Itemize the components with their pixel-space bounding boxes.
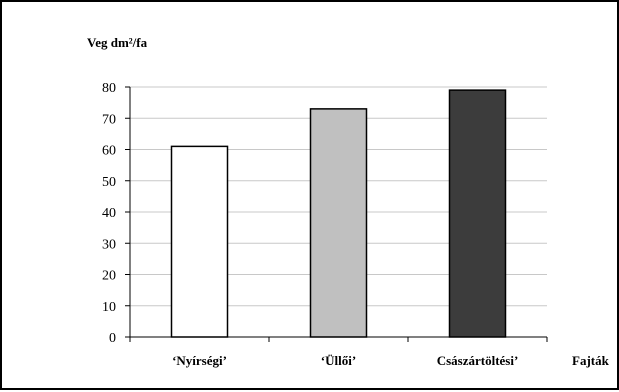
y-tick-label: 20 [102,269,116,284]
y-tick-label: 0 [109,331,116,346]
x-axis-title: Fajták [572,353,610,368]
bar [309,108,368,338]
x-tick-marks [129,337,548,342]
x-tick-label: Császártöltési’ [437,353,519,368]
y-axis-title: Veg dm²/fa [87,35,148,50]
bar [448,89,507,338]
y-tick-label: 80 [102,81,116,96]
y-axis [125,86,131,338]
bar [170,145,229,338]
bars [170,89,507,338]
x-tick-label: ‘Nyírségi’ [172,353,227,368]
y-tick-label: 70 [102,112,116,127]
y-tick-label: 30 [102,237,116,252]
y-tick-labels: 0 10 20 30 40 50 60 70 80 [102,81,116,346]
y-tick-label: 60 [102,144,116,159]
y-tick-label: 40 [102,206,116,221]
x-tick-label: ‘Üllői’ [321,353,356,368]
x-tick-labels: ‘Nyírségi’ ‘Üllői’ Császártöltési’ [172,353,518,368]
y-tick-label: 50 [102,175,116,190]
y-tick-label: 10 [102,300,116,315]
